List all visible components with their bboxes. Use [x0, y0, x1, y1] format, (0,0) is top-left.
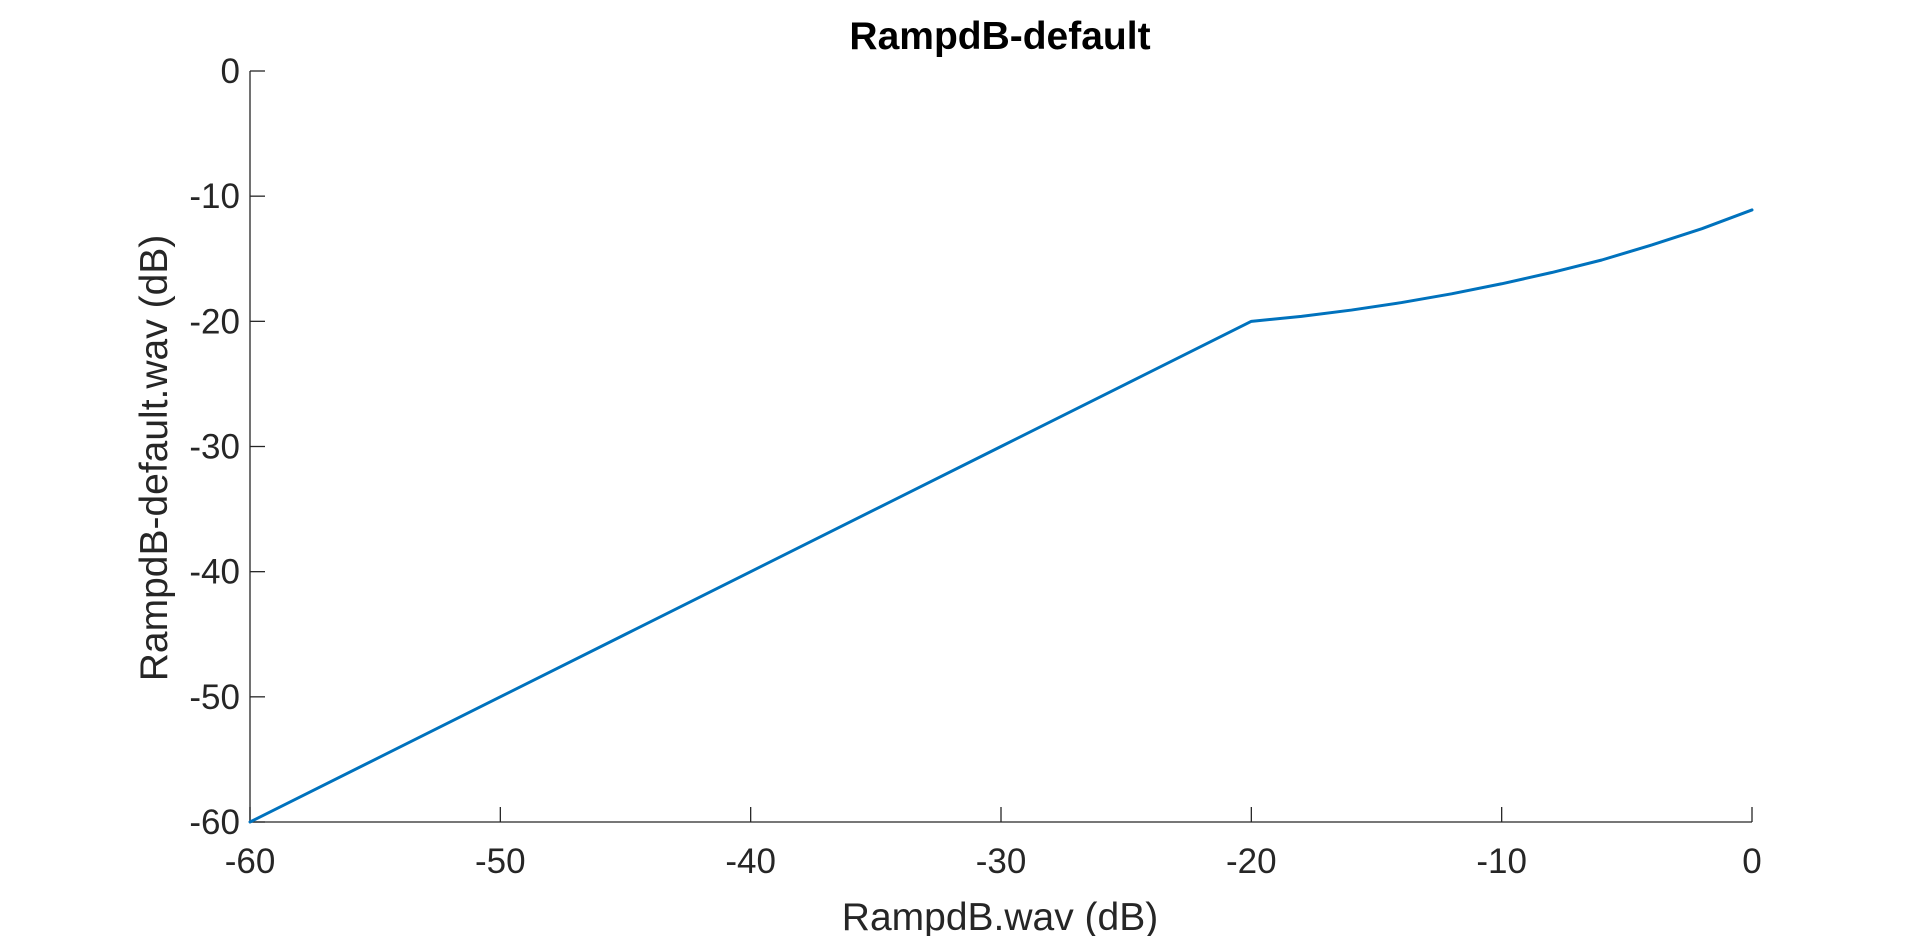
y-tick-label: -40: [189, 553, 240, 592]
chart-title: RampdB-default: [849, 15, 1150, 58]
x-tick-label: -60: [225, 842, 276, 881]
y-axis-label: RampdB-default.wav (dB): [133, 235, 176, 682]
x-tick-label: -50: [475, 842, 526, 881]
y-tick-label: -10: [189, 177, 240, 216]
series-line: [248, 208, 1754, 824]
ticks: -60 -50 -40 -30 -20 -10 0 -60 -50 -40 -30 -20 -10 0: [189, 52, 1761, 881]
series-group: [248, 208, 1754, 824]
y-tick-label: -30: [189, 428, 240, 467]
y-tick-label: -60: [189, 803, 240, 842]
x-axis-label: RampdB.wav (dB): [842, 896, 1158, 936]
x-tick-label: 0: [1742, 842, 1761, 881]
x-tick-label: -30: [976, 842, 1027, 881]
y-tick-label: -20: [189, 302, 240, 341]
x-tick-label: -20: [1226, 842, 1277, 881]
x-tick-label: -10: [1476, 842, 1527, 881]
x-tick-label: -40: [725, 842, 776, 881]
y-tick-label: -50: [189, 678, 240, 717]
y-tick-label: 0: [221, 52, 240, 91]
